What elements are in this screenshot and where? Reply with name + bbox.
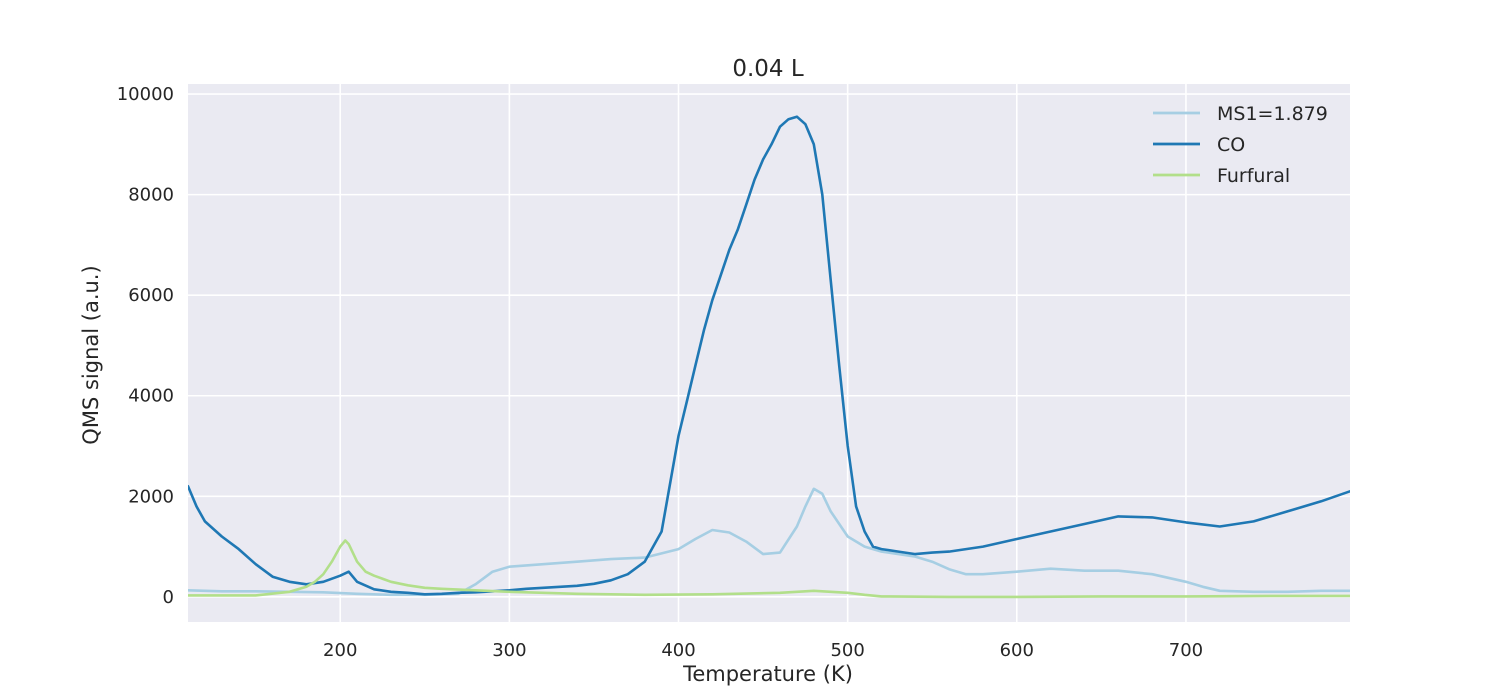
x-tick-label: 500 [830, 640, 864, 661]
legend-label: CO [1217, 134, 1245, 156]
x-tick-label: 600 [1000, 640, 1034, 661]
y-tick-label: 4000 [128, 386, 174, 407]
y-tick-label: 8000 [128, 185, 174, 206]
legend: MS1=1.879 CO Furfural [1153, 103, 1328, 187]
series-line-furfural [188, 539, 1350, 599]
x-tick-label: 400 [661, 640, 695, 661]
x-axis-ticks: 200 300 400 500 600 700 [323, 640, 1203, 661]
legend-label: Furfural [1217, 165, 1290, 187]
x-tick-label: 700 [1169, 640, 1203, 661]
series-line-co [188, 115, 1350, 596]
plot-area [188, 84, 1350, 622]
series-lines [188, 115, 1350, 599]
y-axis-ticks: 0 2000 4000 6000 8000 10000 [117, 84, 174, 608]
y-tick-label: 6000 [128, 285, 174, 306]
y-tick-label: 2000 [128, 486, 174, 507]
x-tick-label: 300 [492, 640, 526, 661]
y-tick-label: 0 [163, 587, 174, 608]
x-tick-label: 200 [323, 640, 357, 661]
x-axis-label: Temperature (K) [682, 662, 853, 686]
legend-label: MS1=1.879 [1217, 103, 1328, 125]
y-tick-label: 10000 [117, 84, 174, 105]
chart-title: 0.04 L [732, 56, 804, 82]
y-axis-label: QMS signal (a.u.) [79, 265, 103, 444]
